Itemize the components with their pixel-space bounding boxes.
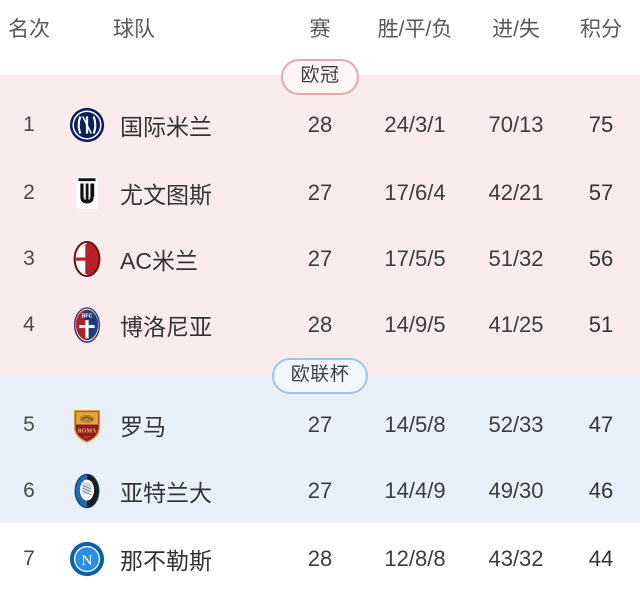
europa-league-badge: 欧联杯 (271, 358, 369, 394)
row-rank: 3 (23, 246, 35, 270)
row-win-draw-loss: 17/5/5 (384, 245, 446, 271)
row-rank: 4 (23, 312, 35, 336)
row-rank: 5 (23, 412, 35, 436)
header-goals-for-against: 进/失 (492, 18, 540, 41)
row-team-name: AC米兰 (120, 247, 198, 274)
table-row[interactable]: 4 BFC 博洛尼亚 28 14/9/5 41/25 51 (0, 292, 640, 357)
row-team-cell: 尤文图斯 (58, 174, 280, 212)
row-rank: 2 (23, 180, 35, 204)
row-team-name: 国际米兰 (120, 113, 212, 140)
svg-text:1927: 1927 (84, 434, 91, 438)
row-points: 44 (588, 545, 614, 571)
row-team-name: 罗马 (120, 413, 166, 440)
champions-league-zone-background (0, 75, 640, 375)
row-team-cell: 国际米兰 (58, 106, 280, 144)
row-points: 51 (588, 311, 614, 337)
row-goals-for-against: 70/13 (488, 111, 544, 137)
row-win-draw-loss: 24/3/1 (384, 111, 446, 137)
row-points: 46 (588, 477, 614, 503)
row-win-draw-loss: 14/9/5 (384, 311, 446, 337)
row-points: 75 (588, 111, 614, 137)
europa-league-zone-background (0, 375, 640, 523)
champions-league-divider: 欧冠 (0, 59, 640, 95)
row-win-draw-loss: 14/4/9 (384, 477, 446, 503)
row-points: 56 (588, 245, 614, 271)
row-team-cell: 亚特兰大 (58, 472, 280, 510)
header-played: 赛 (309, 18, 331, 41)
row-goals-for-against: 43/32 (488, 545, 544, 571)
row-team-cell: ROMA 1927 罗马 (58, 406, 280, 444)
row-played: 28 (307, 311, 333, 337)
table-row[interactable]: 2 尤文图斯 27 17/6/4 42/21 57 (0, 160, 640, 225)
row-goals-for-against: 41/25 (488, 311, 544, 337)
table-row[interactable]: 3 AC米兰 27 17/5/5 51/32 56 (0, 226, 640, 291)
europa-league-divider: 欧联杯 (0, 358, 640, 394)
row-team-name: 博洛尼亚 (120, 313, 212, 340)
atalanta-crest (74, 473, 100, 508)
row-played: 27 (307, 477, 333, 503)
header-win-draw-loss: 胜/平/负 (377, 18, 453, 41)
table-row[interactable]: 5 ROMA 1927 罗马 27 14/5/8 52/33 47 (0, 392, 640, 457)
row-goals-for-against: 49/30 (488, 477, 544, 503)
header-team: 球队 (113, 18, 155, 41)
svg-text:BFC: BFC (82, 313, 93, 319)
header-rank: 名次 (8, 18, 50, 41)
row-rank: 1 (23, 112, 35, 136)
non-qualifying-zone-background (0, 523, 640, 591)
svg-text:ROMA: ROMA (78, 428, 97, 434)
row-team-cell: AC米兰 (58, 240, 280, 278)
row-team-name: 尤文图斯 (120, 181, 212, 208)
row-win-draw-loss: 12/8/8 (384, 545, 446, 571)
napoli-crest: N (69, 541, 105, 576)
row-win-draw-loss: 14/5/8 (384, 411, 446, 437)
inter-milan-crest (69, 107, 105, 142)
ac-milan-crest (73, 240, 101, 277)
table-header-row: 名次 球队 赛 胜/平/负 进/失 积分 (0, 0, 640, 56)
row-rank: 7 (23, 546, 35, 570)
row-goals-for-against: 52/33 (488, 411, 544, 437)
juventus-crest (76, 176, 98, 209)
roma-crest: ROMA 1927 (73, 409, 101, 443)
champions-league-badge: 欧冠 (281, 59, 359, 95)
table-row[interactable]: 7 N 那不勒斯 28 12/8/8 43/32 44 (0, 526, 640, 591)
row-team-cell: BFC 博洛尼亚 (58, 306, 280, 344)
row-rank: 6 (23, 478, 35, 502)
row-played: 27 (307, 245, 333, 271)
row-played: 28 (307, 545, 333, 571)
table-row[interactable]: 1 国际米兰 28 24/3/1 70/13 75 (0, 92, 640, 157)
row-played: 27 (307, 411, 333, 437)
row-points: 47 (588, 411, 614, 437)
svg-text:N: N (82, 552, 93, 569)
row-team-name: 亚特兰大 (120, 479, 212, 506)
row-win-draw-loss: 17/6/4 (384, 179, 446, 205)
row-goals-for-against: 51/32 (488, 245, 544, 271)
row-goals-for-against: 42/21 (488, 179, 544, 205)
row-points: 57 (588, 179, 614, 205)
row-team-cell: N 那不勒斯 (58, 540, 280, 578)
row-played: 28 (307, 111, 333, 137)
row-team-name: 那不勒斯 (120, 547, 212, 574)
bologna-crest: BFC (73, 306, 101, 343)
row-played: 27 (307, 179, 333, 205)
header-points: 积分 (580, 18, 622, 41)
table-row[interactable]: 6 亚特兰大 27 14/4/9 49/30 46 (0, 458, 640, 523)
